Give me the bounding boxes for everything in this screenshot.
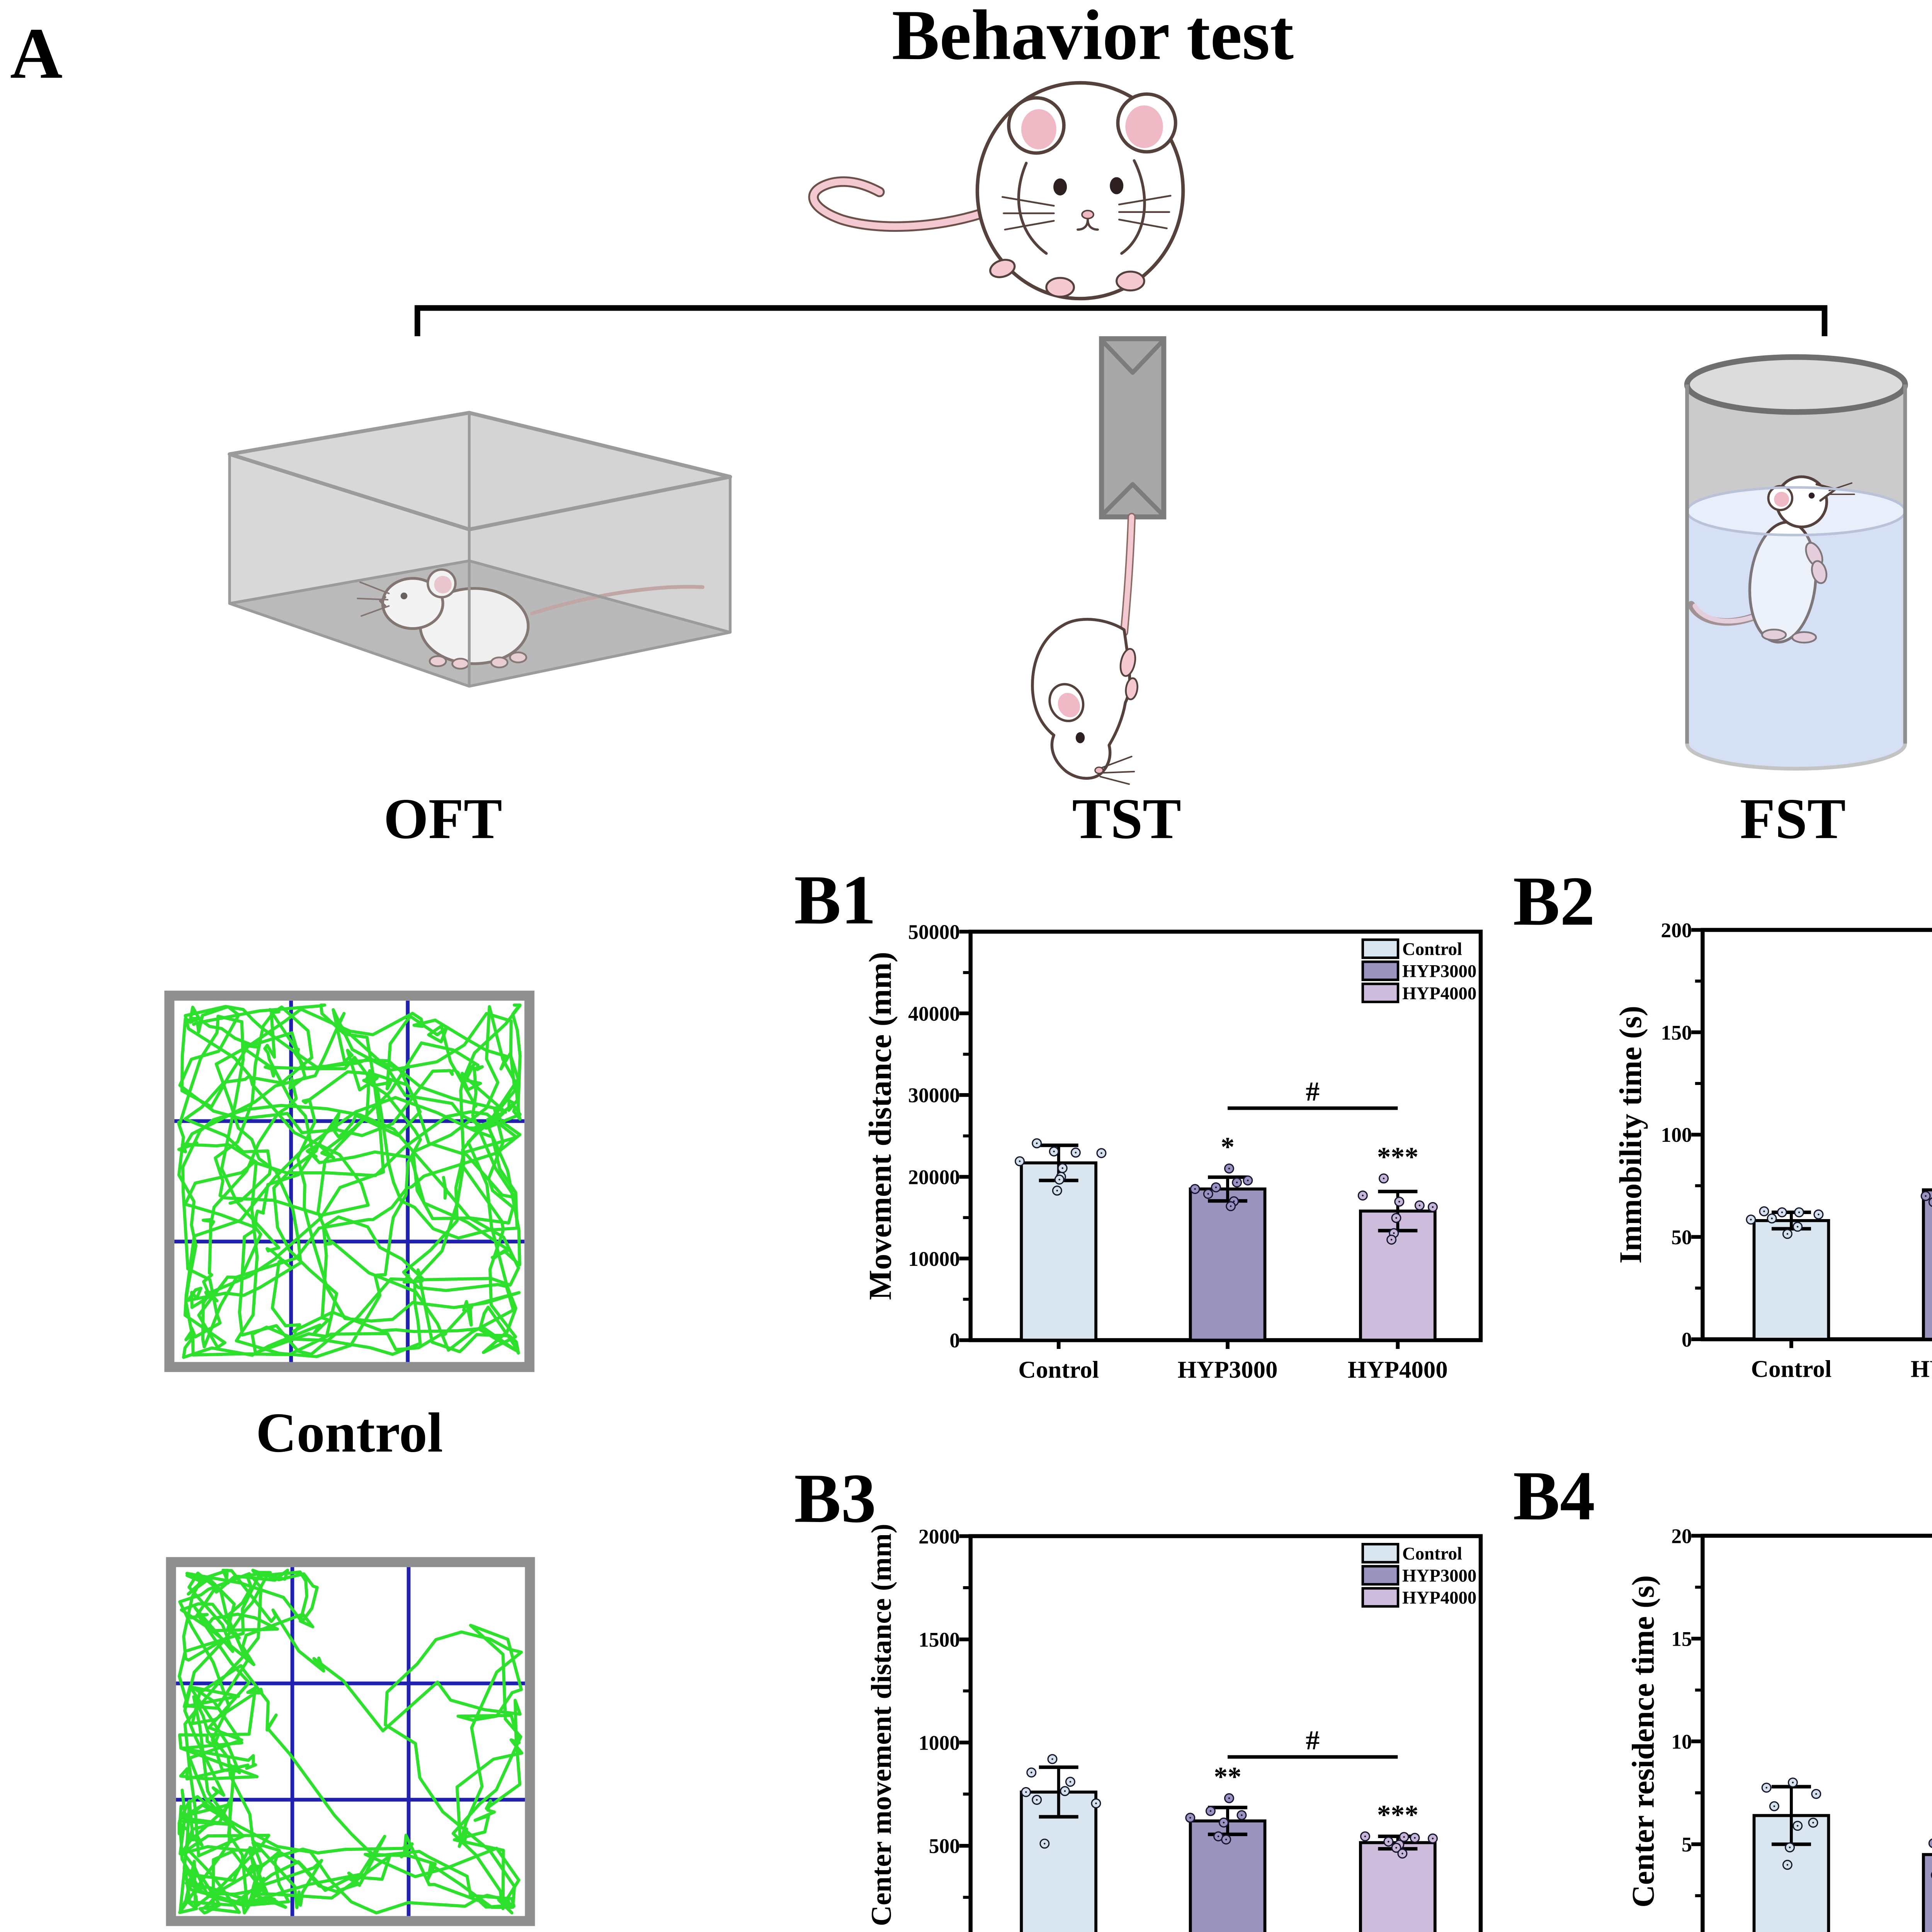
svg-text:Behavior test: Behavior test [892,0,1294,75]
svg-text:B2: B2 [1513,862,1595,940]
svg-text:*: * [1221,1132,1235,1162]
svg-text:***: *** [1377,1799,1418,1830]
svg-text:150: 150 [1661,1021,1692,1044]
svg-text:1500: 1500 [918,1628,960,1651]
svg-text:40000: 40000 [908,1002,960,1025]
svg-text:HYP3000: HYP3000 [1178,1356,1278,1383]
svg-text:Movement distance (mm): Movement distance (mm) [862,952,898,1300]
svg-text:TST: TST [1072,787,1181,851]
svg-text:10: 10 [1671,1730,1692,1753]
svg-text:2000: 2000 [918,1525,960,1548]
svg-text:HYP4000: HYP4000 [1402,1588,1476,1608]
svg-text:Control: Control [1018,1356,1099,1383]
svg-text:100: 100 [1661,1123,1692,1146]
svg-text:HYP3000: HYP3000 [1911,1355,1932,1382]
svg-text:Control: Control [1402,1544,1462,1564]
svg-text:200: 200 [1661,918,1692,942]
svg-text:30000: 30000 [908,1084,960,1107]
svg-text:5: 5 [1682,1833,1692,1856]
svg-text:0: 0 [1682,1328,1692,1351]
svg-text:Control: Control [256,1401,443,1464]
svg-text:1000: 1000 [918,1731,960,1754]
svg-text:0: 0 [949,1329,960,1352]
svg-text:A: A [10,13,63,94]
svg-text:B3: B3 [794,1459,876,1537]
svg-text:15: 15 [1671,1628,1692,1651]
svg-text:Immobility time (s): Immobility time (s) [1613,1006,1648,1264]
svg-text:50000: 50000 [908,920,960,944]
svg-text:20000: 20000 [908,1165,960,1189]
svg-text:#: # [1306,1725,1320,1755]
svg-text:B1: B1 [794,861,876,939]
svg-text:Center residence time (s): Center residence time (s) [1626,1575,1660,1908]
svg-text:OFT: OFT [384,787,502,851]
svg-text:B4: B4 [1513,1457,1595,1535]
svg-text:**: ** [1214,1761,1241,1792]
svg-text:Control: Control [1751,1355,1832,1382]
svg-text:Center movement distance (mm): Center movement distance (mm) [865,1524,897,1926]
svg-text:HYP3000: HYP3000 [1402,1566,1476,1586]
svg-text:50: 50 [1671,1226,1692,1249]
svg-text:10000: 10000 [908,1247,960,1270]
svg-text:HYP4000: HYP4000 [1348,1356,1448,1383]
svg-text:***: *** [1377,1141,1418,1172]
svg-text:500: 500 [929,1835,960,1858]
svg-text:HYP4000: HYP4000 [1402,983,1476,1003]
svg-text:#: # [1306,1076,1320,1107]
svg-text:Control: Control [1402,939,1462,959]
svg-text:FST: FST [1740,787,1846,851]
svg-text:20: 20 [1671,1524,1692,1548]
svg-text:HYP3000: HYP3000 [1402,961,1476,981]
